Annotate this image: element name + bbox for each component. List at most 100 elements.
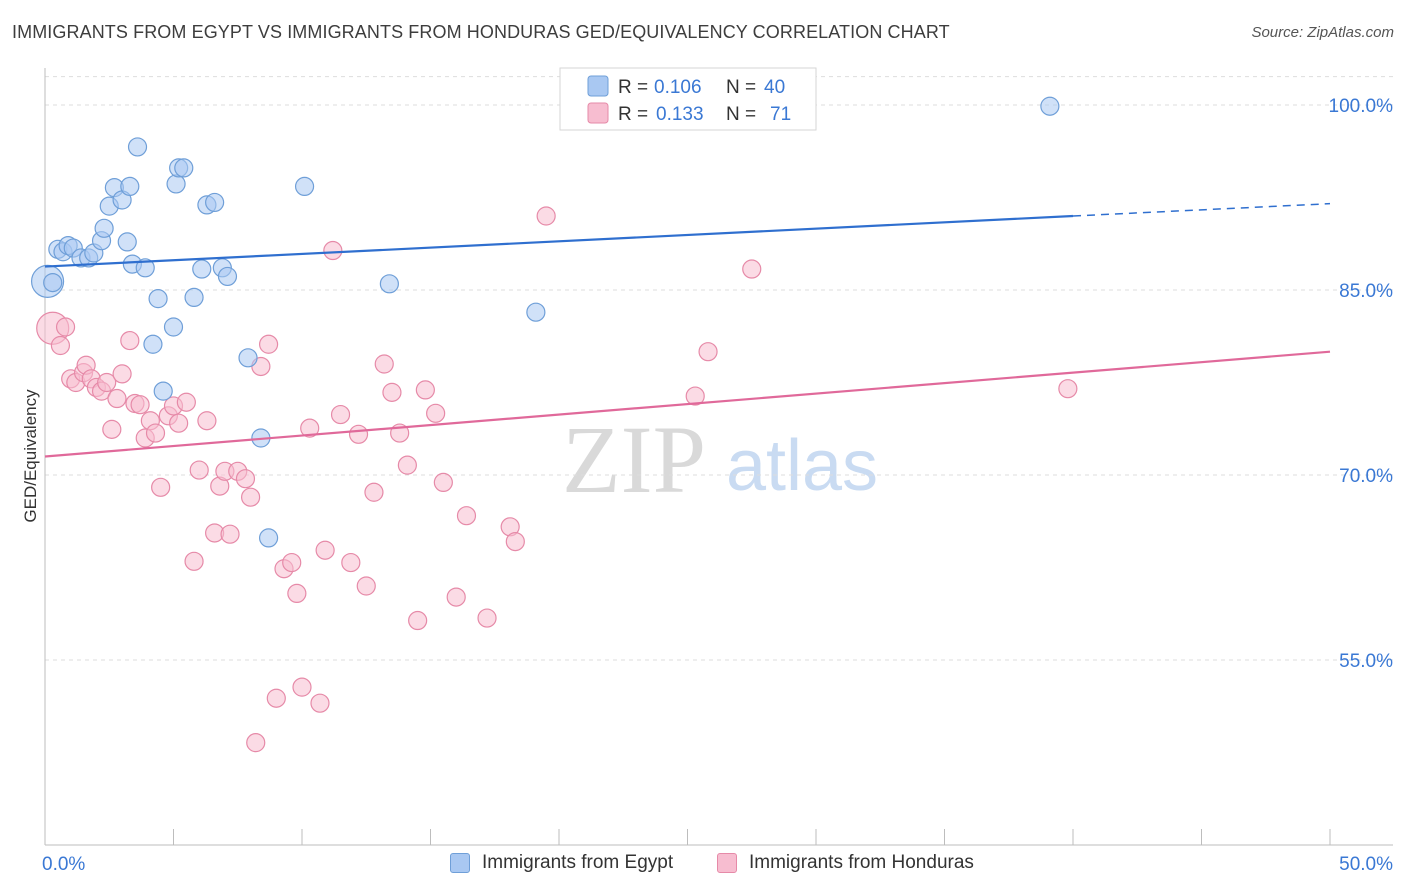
honduras-point	[300, 418, 320, 438]
honduras-point	[685, 386, 705, 406]
honduras-point	[176, 392, 196, 412]
honduras-point	[50, 335, 71, 356]
honduras-trendline	[44, 350, 1331, 458]
egypt-trendline-extension	[1072, 202, 1331, 217]
honduras-point	[197, 411, 217, 431]
honduras-point	[364, 482, 384, 502]
honduras-point	[292, 677, 312, 697]
egypt-point	[217, 266, 238, 287]
honduras-point	[356, 576, 376, 596]
egypt-point	[163, 317, 184, 337]
egypt-point	[205, 192, 225, 213]
honduras-point	[456, 506, 477, 526]
honduras-point	[102, 419, 122, 439]
y-tick-label: 70.0%	[1339, 466, 1393, 487]
egypt-point	[1040, 96, 1060, 116]
honduras-point	[235, 469, 256, 489]
legend-r-value-egypt: 0.106	[654, 77, 702, 98]
honduras-point	[258, 334, 279, 354]
honduras-point	[323, 240, 343, 261]
honduras-point	[310, 693, 330, 713]
honduras-point	[189, 460, 209, 480]
y-tick-label: 100.0%	[1329, 96, 1394, 117]
y-tick-label: 55.0%	[1339, 651, 1393, 672]
axes	[44, 68, 1393, 846]
correlation-legend: R = 0.106 N = 40 R = 0.133 N = 71	[559, 67, 817, 131]
x-tick-labels: 0.0% 50.0%	[42, 854, 1393, 875]
honduras-point	[315, 540, 335, 560]
legend-n-label-honduras: N =	[726, 104, 756, 125]
honduras-point	[241, 487, 261, 507]
honduras-point	[266, 688, 286, 708]
honduras-point	[97, 372, 117, 393]
honduras-point	[415, 380, 435, 400]
watermark: ZIP atlas	[562, 406, 878, 513]
legend-label-egypt: Immigrants from Egypt	[482, 852, 674, 873]
honduras-point	[1058, 379, 1078, 399]
legend-swatch-egypt-bottom	[450, 853, 470, 873]
y-tick-labels: 100.0% 85.0% 70.0% 55.0%	[1329, 96, 1394, 672]
egypt-point	[294, 176, 315, 196]
egypt-point	[127, 137, 148, 157]
grid-lines	[45, 76, 1393, 661]
egypt-points	[30, 95, 1060, 548]
egypt-point	[148, 289, 168, 309]
honduras-point	[477, 608, 497, 628]
honduras-point	[374, 354, 394, 374]
honduras-point	[151, 477, 171, 497]
honduras-point	[446, 587, 466, 607]
honduras-point	[408, 610, 428, 631]
y-tick-label: 85.0%	[1339, 281, 1393, 302]
legend-item-honduras[interactable]: Immigrants from Honduras	[717, 852, 974, 874]
egypt-point	[166, 174, 186, 194]
egypt-point	[379, 274, 399, 294]
honduras-point	[397, 455, 417, 475]
chart-title: IMMIGRANTS FROM EGYPT VS IMMIGRANTS FROM…	[12, 22, 950, 42]
honduras-point	[426, 403, 446, 423]
x-tick-label: 0.0%	[42, 854, 85, 875]
legend-n-value-honduras: 71	[770, 104, 791, 125]
egypt-point	[135, 258, 155, 278]
egypt-point	[526, 302, 546, 322]
honduras-points	[36, 95, 1078, 753]
honduras-point	[433, 472, 453, 492]
legend-item-egypt[interactable]: Immigrants from Egypt	[450, 852, 673, 874]
trendlines	[44, 202, 1331, 458]
legend-n-value-egypt: 40	[764, 77, 785, 98]
watermark-zip: ZIP	[562, 406, 706, 513]
egypt-point	[238, 348, 258, 368]
legend-r-label-egypt: R =	[618, 77, 648, 98]
source-credit: Source: ZipAtlas.com	[1251, 24, 1394, 41]
honduras-point	[107, 388, 127, 409]
legend-r-label-honduras: R =	[618, 104, 648, 125]
egypt-point	[174, 158, 194, 178]
x-tick-label: 50.0%	[1339, 854, 1393, 875]
series-legend: Immigrants from Egypt Immigrants from Ho…	[0, 852, 1406, 880]
honduras-point	[169, 413, 189, 433]
egypt-point	[94, 218, 114, 238]
legend-swatch-honduras	[587, 102, 609, 124]
egypt-point	[143, 334, 163, 354]
legend-swatch-egypt	[587, 75, 609, 97]
honduras-point	[184, 551, 204, 571]
honduras-point	[246, 733, 266, 753]
egypt-point	[258, 528, 279, 548]
y-axis-label: GED/Equivalency	[21, 389, 40, 523]
honduras-point	[341, 552, 361, 573]
egypt-point	[43, 273, 63, 293]
honduras-point	[130, 395, 150, 415]
legend-swatch-honduras-bottom	[717, 853, 737, 873]
honduras-point	[282, 552, 302, 573]
honduras-point	[112, 364, 132, 384]
honduras-point	[698, 342, 718, 362]
egypt-point	[153, 381, 173, 401]
honduras-point	[382, 382, 402, 402]
honduras-point	[505, 531, 525, 552]
honduras-point	[330, 404, 351, 425]
egypt-point	[184, 287, 204, 307]
legend-r-value-honduras: 0.133	[656, 104, 704, 125]
legend-n-label-egypt: N =	[726, 77, 756, 98]
egypt-point	[192, 259, 212, 279]
egypt-point	[120, 176, 140, 196]
legend-label-honduras: Immigrants from Honduras	[749, 852, 974, 873]
